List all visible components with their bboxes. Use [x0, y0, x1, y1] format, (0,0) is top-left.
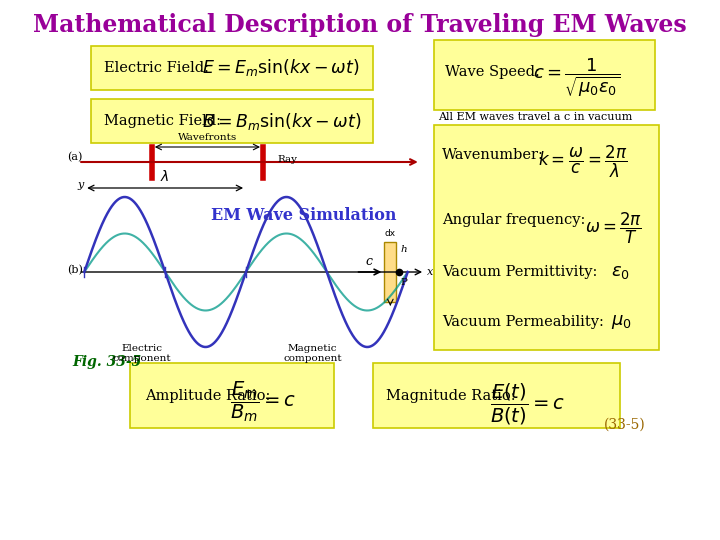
FancyBboxPatch shape — [91, 46, 373, 90]
Text: $B = B_m \sin(kx - \omega t)$: $B = B_m \sin(kx - \omega t)$ — [202, 111, 361, 132]
Text: Wavenumber:: Wavenumber: — [442, 148, 544, 162]
Text: $\mu_0$: $\mu_0$ — [611, 313, 632, 331]
Text: Magnitude Ratio:: Magnitude Ratio: — [386, 389, 516, 403]
Text: Vacuum Permittivity:: Vacuum Permittivity: — [442, 265, 598, 279]
Text: Ray: Ray — [278, 156, 297, 165]
Text: $\lambda$: $\lambda$ — [161, 169, 170, 184]
Text: Electric
component: Electric component — [112, 344, 171, 363]
FancyBboxPatch shape — [373, 363, 620, 428]
Text: y: y — [78, 180, 84, 190]
Text: dx: dx — [384, 229, 396, 238]
FancyBboxPatch shape — [433, 125, 659, 350]
Text: $c = \dfrac{1}{\sqrt{\mu_0 \varepsilon_0}}$: $c = \dfrac{1}{\sqrt{\mu_0 \varepsilon_0… — [534, 57, 621, 99]
FancyBboxPatch shape — [384, 242, 397, 302]
FancyBboxPatch shape — [433, 40, 654, 110]
Text: Mathematical Description of Traveling EM Waves: Mathematical Description of Traveling EM… — [33, 13, 687, 37]
Text: Fig. 33-5: Fig. 33-5 — [72, 355, 141, 369]
Text: Magnetic
component: Magnetic component — [283, 344, 341, 363]
Text: (33-5): (33-5) — [604, 418, 646, 432]
FancyBboxPatch shape — [130, 363, 334, 428]
Text: $\dfrac{E_m}{B_m} = c$: $\dfrac{E_m}{B_m} = c$ — [230, 380, 296, 424]
FancyBboxPatch shape — [91, 99, 373, 143]
Text: (a): (a) — [67, 152, 82, 162]
Text: EM Wave Simulation: EM Wave Simulation — [211, 206, 397, 224]
Text: Wavefronts: Wavefronts — [178, 133, 237, 142]
Text: Wave Speed:: Wave Speed: — [445, 65, 540, 79]
Text: $\varepsilon_0$: $\varepsilon_0$ — [611, 263, 631, 281]
Text: $E = E_m \sin(kx - \omega t)$: $E = E_m \sin(kx - \omega t)$ — [202, 57, 360, 78]
Text: Vacuum Permeability:: Vacuum Permeability: — [442, 315, 604, 329]
Text: Electric Field:: Electric Field: — [104, 61, 210, 75]
Text: Amplitude Ratio:: Amplitude Ratio: — [145, 389, 270, 403]
Text: $\dfrac{E(t)}{B(t)} = c$: $\dfrac{E(t)}{B(t)} = c$ — [490, 381, 565, 427]
Text: x: x — [427, 267, 433, 277]
Text: (b): (b) — [67, 265, 83, 275]
Text: All EM waves travel a c in vacuum: All EM waves travel a c in vacuum — [438, 112, 632, 122]
Text: $\omega = \dfrac{2\pi}{T}$: $\omega = \dfrac{2\pi}{T}$ — [585, 211, 642, 246]
Text: P: P — [401, 278, 408, 287]
Text: c: c — [365, 255, 372, 268]
Text: h: h — [401, 246, 408, 254]
Text: Magnetic Field:: Magnetic Field: — [104, 114, 221, 128]
Text: $k = \dfrac{\omega}{c} = \dfrac{2\pi}{\lambda}$: $k = \dfrac{\omega}{c} = \dfrac{2\pi}{\l… — [538, 144, 627, 180]
Text: Angular frequency:: Angular frequency: — [442, 213, 586, 227]
